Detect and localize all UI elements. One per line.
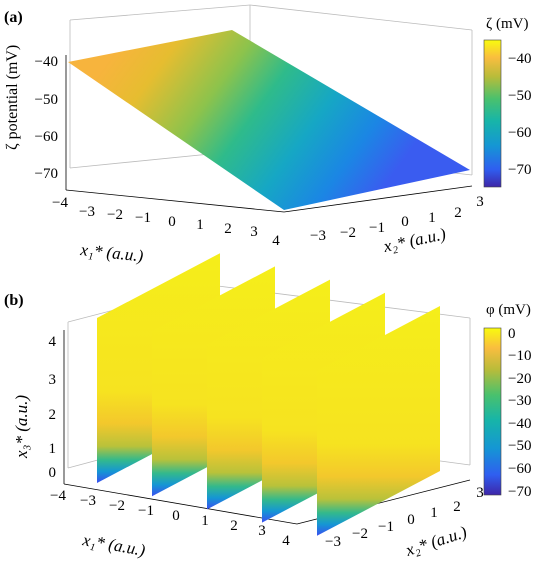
x-tick-label: −3 bbox=[80, 493, 96, 509]
y-tick-label: −1 bbox=[378, 519, 394, 535]
panel-a-y-axis-label: x₂* (a.u.) bbox=[381, 224, 448, 256]
panel-b-z-ticks: 4 3 2 1 0 bbox=[49, 334, 57, 481]
z-tick-label: 4 bbox=[49, 334, 57, 350]
panel-a-z-ticks: −40 −50 −60 −70 bbox=[35, 54, 58, 182]
x-tick-label: 1 bbox=[196, 217, 204, 233]
colorbar-tick-label: −20 bbox=[508, 371, 531, 387]
x-tick-label: 3 bbox=[250, 224, 258, 240]
colorbar-tick-label: −50 bbox=[508, 88, 531, 104]
z-tick-label: −50 bbox=[35, 92, 58, 108]
slice-5 bbox=[317, 306, 440, 536]
x-tick-label: 4 bbox=[272, 233, 280, 249]
x-tick-label: −1 bbox=[135, 210, 151, 226]
x-tick-label: −1 bbox=[138, 503, 154, 519]
z-tick-label: 1 bbox=[49, 441, 57, 457]
y-tick-label: 0 bbox=[407, 512, 415, 528]
x-tick-label: −3 bbox=[79, 204, 95, 220]
colorbar-tick-label: −70 bbox=[508, 484, 531, 500]
y-tick-label: 1 bbox=[428, 210, 436, 226]
colorbar-tick-label: −70 bbox=[508, 162, 531, 178]
panel-b-x-ticks: −4 −3 −2 −1 0 1 2 3 4 bbox=[50, 488, 290, 549]
y-tick-label: −1 bbox=[369, 220, 385, 236]
y-tick-label: 1 bbox=[430, 505, 438, 521]
x-tick-label: −4 bbox=[52, 195, 68, 211]
panel-a-colorbar bbox=[483, 39, 502, 188]
x-tick-label: 1 bbox=[201, 513, 209, 529]
y-tick-label: −3 bbox=[310, 228, 326, 244]
x-tick-label: 4 bbox=[282, 533, 290, 549]
y-tick-label: −2 bbox=[340, 225, 356, 241]
y-tick-label: 2 bbox=[454, 205, 462, 221]
colorbar-tick-label: −40 bbox=[508, 416, 531, 432]
z-tick-label: −70 bbox=[35, 166, 58, 182]
x-tick-label: 2 bbox=[230, 518, 238, 534]
panel-a-x-ticks: −4 −3 −2 −1 0 1 2 3 4 bbox=[52, 195, 280, 249]
colorbar-tick-label: −10 bbox=[508, 348, 531, 364]
panel-b-colorbar bbox=[483, 327, 502, 496]
y-tick-label: 2 bbox=[453, 499, 461, 515]
z-tick-label: 2 bbox=[49, 407, 57, 423]
colorbar-tick-label: −60 bbox=[508, 461, 531, 477]
panel-a-colorbar-ticks: −40 −50 −60 −70 bbox=[508, 51, 531, 178]
y-tick-label: 3 bbox=[476, 485, 484, 501]
panel-b-y-ticks: −3 −2 −1 0 1 2 3 bbox=[325, 485, 484, 550]
x-tick-label: 2 bbox=[224, 221, 232, 237]
x-tick-label: 0 bbox=[172, 508, 180, 524]
colorbar-tick-label: −60 bbox=[508, 125, 531, 141]
panel-a-label: (a) bbox=[4, 9, 23, 26]
panel-a-x-axis-label: x₁* (a.u.) bbox=[79, 240, 145, 266]
panel-b-label: (b) bbox=[4, 292, 24, 309]
panel-b-x-axis-label: x₁* (a.u.) bbox=[80, 530, 147, 560]
x-tick-label: −4 bbox=[50, 488, 66, 504]
z-tick-label: 3 bbox=[49, 372, 57, 388]
panel-a-axes bbox=[65, 55, 473, 213]
x-tick-label: −2 bbox=[107, 207, 123, 223]
y-tick-label: −2 bbox=[352, 526, 368, 542]
panel-b-z-axis-label: x₃* (a.u.) bbox=[12, 395, 31, 459]
z-tick-label: −40 bbox=[35, 54, 58, 70]
colorbar-tick-label: −40 bbox=[508, 51, 531, 67]
panel-b-slices bbox=[97, 253, 440, 536]
panel-b-colorbar-title: φ (mV) bbox=[486, 302, 531, 318]
x-tick-label: 3 bbox=[258, 523, 266, 539]
z-tick-label: −60 bbox=[35, 129, 58, 145]
y-tick-label: 0 bbox=[401, 214, 409, 230]
z-tick-label: 0 bbox=[49, 465, 57, 481]
colorbar-tick-label: −50 bbox=[508, 438, 531, 454]
panel-a: (a) −40 −50 −60 −70 ζ potential (mV) bbox=[4, 4, 531, 266]
x-tick-label: −2 bbox=[109, 498, 125, 514]
y-tick-label: −3 bbox=[325, 534, 341, 550]
x-tick-label: 0 bbox=[168, 214, 176, 230]
panel-b: (b) 4 3 2 1 0 x₃* (a.u.) − bbox=[4, 253, 531, 560]
colorbar-tick-label: −30 bbox=[508, 393, 531, 409]
panel-a-surface bbox=[68, 30, 470, 210]
panel-a-z-axis-label: ζ potential (mV) bbox=[4, 45, 21, 150]
panel-a-colorbar-title: ζ (mV) bbox=[486, 16, 528, 32]
y-tick-label: 3 bbox=[476, 194, 484, 210]
panel-a-y-ticks: −3 −2 −1 0 1 2 3 bbox=[310, 194, 484, 244]
colorbar-tick-label: 0 bbox=[508, 326, 516, 342]
panel-b-colorbar-ticks: 0 −10 −20 −30 −40 −50 −60 −70 bbox=[508, 326, 531, 500]
